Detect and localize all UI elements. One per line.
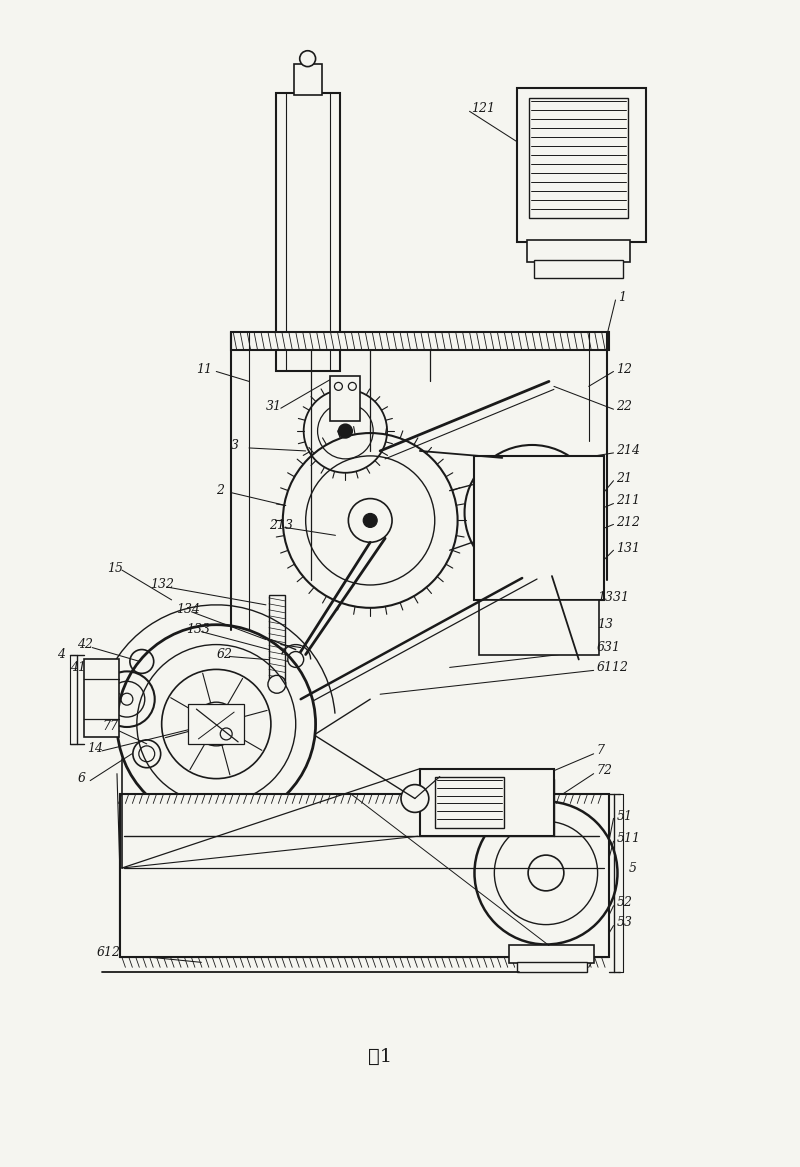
Text: 6112: 6112 bbox=[597, 661, 629, 673]
Bar bbox=[84, 659, 119, 736]
Text: 511: 511 bbox=[617, 832, 641, 845]
Text: 22: 22 bbox=[617, 400, 633, 413]
Bar bbox=[510, 945, 594, 963]
Bar bbox=[529, 98, 629, 217]
Text: 12: 12 bbox=[617, 363, 633, 376]
Text: 5: 5 bbox=[629, 861, 637, 874]
Text: 53: 53 bbox=[617, 916, 633, 929]
Text: 72: 72 bbox=[597, 764, 613, 777]
Circle shape bbox=[401, 784, 429, 812]
Circle shape bbox=[268, 676, 286, 693]
Text: 15: 15 bbox=[107, 561, 123, 574]
Text: 121: 121 bbox=[471, 102, 495, 114]
Text: 62: 62 bbox=[216, 648, 232, 661]
Text: 图1: 图1 bbox=[368, 1048, 392, 1065]
Text: 31: 31 bbox=[266, 400, 282, 413]
Circle shape bbox=[300, 50, 315, 67]
Text: 51: 51 bbox=[617, 810, 633, 823]
Text: 212: 212 bbox=[617, 516, 641, 529]
Text: 4: 4 bbox=[58, 648, 66, 661]
Bar bbox=[276, 93, 341, 371]
Text: 21: 21 bbox=[617, 473, 633, 485]
Text: 213: 213 bbox=[269, 519, 293, 532]
Bar bbox=[479, 600, 598, 655]
Bar bbox=[189, 704, 244, 743]
Circle shape bbox=[220, 728, 232, 740]
Bar bbox=[527, 240, 630, 263]
Bar bbox=[231, 331, 609, 350]
Circle shape bbox=[348, 383, 356, 390]
Text: 612: 612 bbox=[97, 946, 121, 959]
Bar bbox=[434, 777, 504, 829]
Text: 132: 132 bbox=[150, 579, 174, 592]
Text: 14: 14 bbox=[87, 742, 103, 755]
Text: 42: 42 bbox=[78, 638, 94, 651]
Circle shape bbox=[288, 651, 304, 668]
Bar bbox=[474, 456, 603, 600]
Text: 13: 13 bbox=[597, 619, 613, 631]
Text: 52: 52 bbox=[617, 896, 633, 909]
Text: 2: 2 bbox=[216, 484, 224, 497]
Circle shape bbox=[334, 383, 342, 390]
Text: 631: 631 bbox=[597, 641, 621, 654]
Text: 133: 133 bbox=[186, 623, 210, 636]
Bar bbox=[534, 260, 623, 278]
Bar bbox=[294, 64, 322, 96]
Circle shape bbox=[363, 513, 377, 527]
Bar bbox=[330, 377, 360, 421]
Text: 1: 1 bbox=[618, 291, 626, 303]
Text: 214: 214 bbox=[617, 445, 641, 457]
Circle shape bbox=[525, 505, 539, 519]
Text: 1331: 1331 bbox=[597, 592, 629, 605]
Text: 77: 77 bbox=[102, 720, 118, 734]
Text: 211: 211 bbox=[617, 494, 641, 508]
Text: 11: 11 bbox=[197, 363, 213, 376]
Text: 7: 7 bbox=[597, 745, 605, 757]
Text: 131: 131 bbox=[617, 541, 641, 554]
Bar bbox=[517, 89, 646, 243]
Text: 134: 134 bbox=[177, 603, 201, 616]
Bar bbox=[269, 595, 285, 684]
Bar bbox=[120, 794, 609, 957]
Text: 3: 3 bbox=[231, 440, 239, 453]
Circle shape bbox=[210, 717, 223, 731]
Bar bbox=[420, 769, 554, 837]
Text: 6: 6 bbox=[78, 773, 86, 785]
Text: 41: 41 bbox=[70, 661, 86, 673]
Bar bbox=[517, 963, 586, 972]
Circle shape bbox=[338, 424, 352, 438]
